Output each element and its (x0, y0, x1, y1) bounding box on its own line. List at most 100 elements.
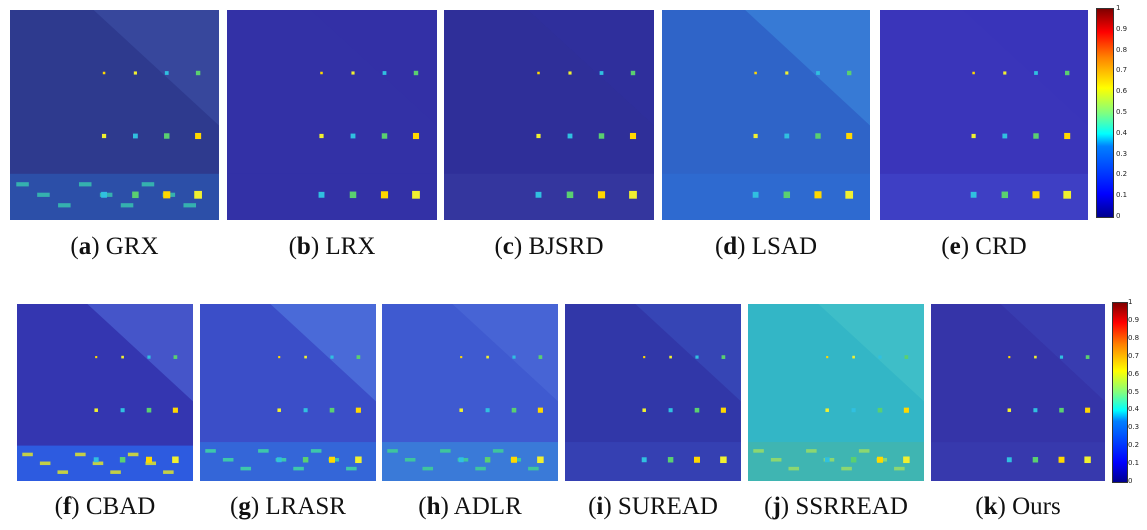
target-pixel (1085, 355, 1090, 359)
urban-feature (22, 452, 33, 457)
urban-feature (806, 449, 817, 453)
target-pixel (721, 355, 726, 359)
panel-region (444, 173, 654, 220)
caption-method: ADLR (453, 493, 522, 520)
caption-j: (j) SSRREAD (764, 493, 908, 520)
urban-feature (57, 470, 69, 474)
target-pixel (695, 355, 699, 359)
target-pixel (172, 407, 178, 413)
target-pixel (164, 133, 170, 139)
colorbar-tick-label: 1 (1116, 4, 1121, 12)
caption-b: (b) LRX (288, 233, 376, 260)
target-pixel (95, 356, 98, 359)
target-pixel (720, 407, 726, 413)
target-pixel (785, 71, 789, 75)
detection-map-f (17, 304, 193, 481)
detection-map-d (662, 10, 870, 220)
target-pixel (195, 70, 201, 76)
target-pixel (121, 355, 124, 359)
caption-letter: c (502, 233, 514, 260)
caption-method: LRASR (265, 493, 346, 520)
urban-feature (475, 466, 486, 471)
colorbar-tick-label: 0.8 (1116, 45, 1128, 54)
target-pixel (355, 456, 362, 464)
urban-feature (492, 449, 504, 453)
detection-map-j (748, 304, 924, 481)
target-pixel (1059, 355, 1064, 359)
target-pixel (381, 133, 388, 139)
target-pixel (101, 133, 107, 139)
target-pixel (599, 71, 604, 75)
detection-map-a (10, 10, 219, 220)
urban-feature (127, 452, 139, 457)
urban-feature (58, 203, 71, 208)
target-pixel (351, 71, 355, 75)
colorbar-tick-label: 0.9 (1128, 315, 1140, 324)
target-pixel (120, 408, 125, 413)
target-pixel (598, 133, 605, 139)
urban-feature (440, 449, 451, 453)
target-pixel (537, 407, 543, 413)
target-pixel (538, 355, 543, 359)
urban-feature (387, 449, 398, 453)
target-pixel (1033, 133, 1039, 139)
panel-region (818, 304, 924, 402)
target-pixel (320, 71, 323, 75)
urban-feature (163, 470, 174, 474)
target-pixel (903, 456, 910, 464)
urban-feature (528, 466, 539, 471)
target-pixel (412, 190, 420, 199)
colorbar-tick-label: 0.4 (1116, 128, 1128, 137)
caption-g: (g) LRASR (230, 493, 346, 520)
target-pixel (349, 191, 357, 199)
target-pixel (1033, 408, 1038, 413)
target-pixel (566, 191, 574, 199)
target-pixel (537, 71, 540, 75)
target-pixel (119, 457, 126, 463)
target-pixel (512, 355, 516, 359)
colorbar-tick-label: 0.9 (1116, 24, 1128, 33)
colorbar-tick-label: 0.2 (1128, 441, 1140, 450)
target-pixel (1059, 407, 1064, 413)
target-pixel (814, 191, 822, 199)
urban-feature (770, 457, 782, 462)
urban-feature (120, 203, 134, 208)
target-pixel (173, 355, 178, 359)
target-pixel (329, 456, 335, 463)
caption-letter: k (983, 493, 998, 520)
colorbar-tick-label: 0.5 (1128, 387, 1140, 396)
target-pixel (1032, 457, 1039, 463)
detection-map-image (382, 304, 558, 481)
target-pixel (319, 133, 324, 139)
target-pixel (94, 408, 98, 412)
target-pixel (847, 70, 852, 76)
target-pixel (903, 407, 909, 413)
target-pixel (1064, 132, 1071, 140)
urban-feature (293, 466, 304, 471)
urban-feature (894, 466, 905, 471)
target-pixel (568, 71, 572, 75)
target-pixel (146, 456, 152, 463)
detection-map-image (565, 304, 741, 481)
colorbar-tick-label: 0.8 (1128, 333, 1140, 342)
target-pixel (172, 456, 179, 464)
target-pixel (93, 457, 99, 463)
target-pixel (459, 408, 463, 412)
target-pixel (536, 133, 541, 139)
panel-region (662, 173, 870, 220)
target-pixel (304, 355, 307, 359)
urban-feature (858, 449, 870, 453)
target-pixel (511, 456, 517, 463)
urban-feature (16, 182, 29, 187)
target-pixel (537, 456, 544, 464)
detection-map-image (200, 304, 376, 481)
caption-method: CRD (975, 233, 1027, 260)
colorbar (1096, 8, 1114, 218)
detection-map-image (17, 304, 193, 481)
urban-feature (258, 449, 269, 453)
target-pixel (668, 408, 673, 413)
panel-region (87, 304, 193, 402)
target-pixel (1007, 408, 1012, 412)
target-pixel (1065, 70, 1070, 76)
detection-map-image (748, 304, 924, 481)
